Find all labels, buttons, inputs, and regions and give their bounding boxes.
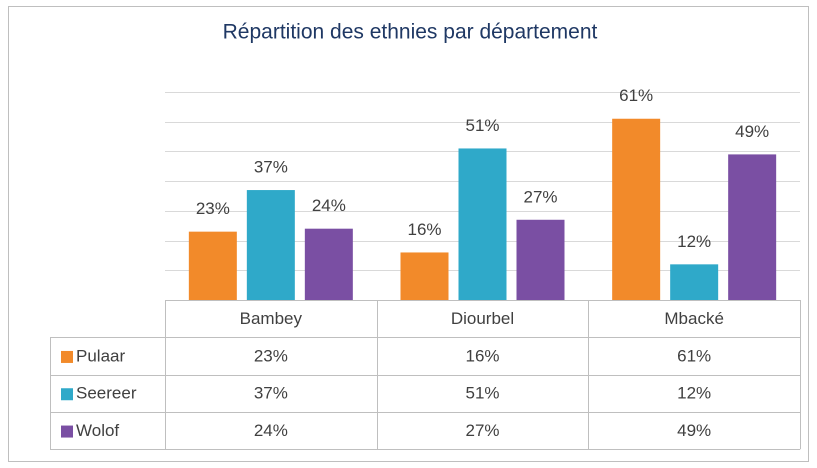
data-label: 37% [254,158,288,177]
data-label: 51% [465,116,499,135]
legend-key [61,350,73,363]
legend-key [61,425,73,438]
data-label: 23% [196,199,230,218]
legend-label: Pulaar [76,346,125,365]
x-tick-label: Bambey [240,309,303,328]
table-cell: 24% [254,421,288,440]
data-label: 49% [735,122,769,141]
legend-key [61,388,73,401]
table-cell: 27% [465,421,499,440]
data-label: 16% [407,220,441,239]
chart-title: Répartition des ethnies par département [223,21,598,44]
legend-label: Seereer [76,384,137,403]
data-label: 12% [677,232,711,251]
bar [400,252,449,300]
table-cell: 23% [254,346,288,365]
table-cell: 51% [465,384,499,403]
bar [304,228,353,300]
table-cell: 49% [677,421,711,440]
data-label: 61% [619,86,653,105]
data-label: 24% [312,196,346,215]
bar [246,190,295,300]
bar [516,219,565,300]
table-cell: 12% [677,384,711,403]
table-cell: 16% [465,346,499,365]
table-cell: 61% [677,346,711,365]
x-tick-label: Diourbel [451,309,514,328]
bar [188,231,237,300]
bar [458,148,507,300]
chart-border [8,6,809,462]
bar [612,118,661,300]
table-cell: 37% [254,384,288,403]
legend-label: Wolof [76,421,119,440]
bar [670,264,719,300]
data-label: 27% [523,187,557,206]
bar [728,154,777,300]
x-tick-label: Mbacké [664,309,724,328]
